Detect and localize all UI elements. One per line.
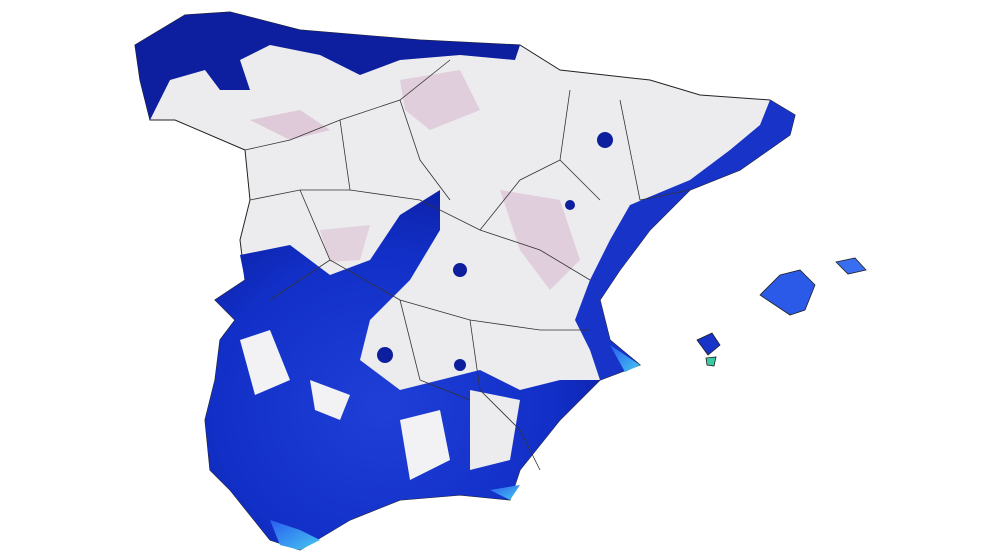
north-blue: [135, 12, 520, 120]
blue-spot: [454, 359, 466, 371]
blue-spot: [597, 132, 613, 148]
pink-area: [250, 110, 330, 140]
land-inlet: [400, 410, 450, 480]
coast-cyan: [490, 485, 520, 500]
island: [705, 356, 717, 367]
island: [835, 257, 867, 275]
land-inlet: [470, 390, 520, 470]
balearic-islands: [696, 257, 867, 367]
region-borders: [244, 59, 691, 471]
blue-spot: [565, 200, 575, 210]
island: [696, 332, 721, 356]
blue-spot: [453, 263, 467, 277]
pink-area: [400, 70, 480, 130]
land-inlet: [240, 330, 290, 395]
island: [759, 269, 816, 316]
blue-spot: [377, 347, 393, 363]
coast-cyan: [610, 345, 640, 372]
pink-area: [500, 190, 580, 290]
land-inlet: [310, 380, 350, 420]
mainland: [134, 11, 796, 551]
east-blue: [575, 100, 795, 380]
pink-area: [320, 225, 370, 262]
coast-cyan: [270, 520, 320, 550]
